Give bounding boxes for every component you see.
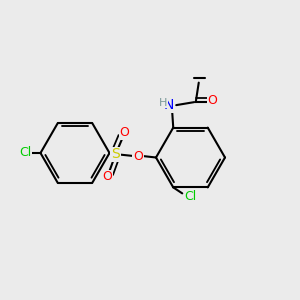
Text: O: O [133,149,143,163]
Text: Cl: Cl [184,190,197,203]
Text: S: S [111,148,120,161]
Text: O: O [207,94,217,107]
Text: O: O [120,126,129,140]
Text: N: N [164,98,174,112]
Text: Cl: Cl [20,146,32,160]
Text: O: O [102,170,112,184]
Text: H: H [159,98,167,108]
